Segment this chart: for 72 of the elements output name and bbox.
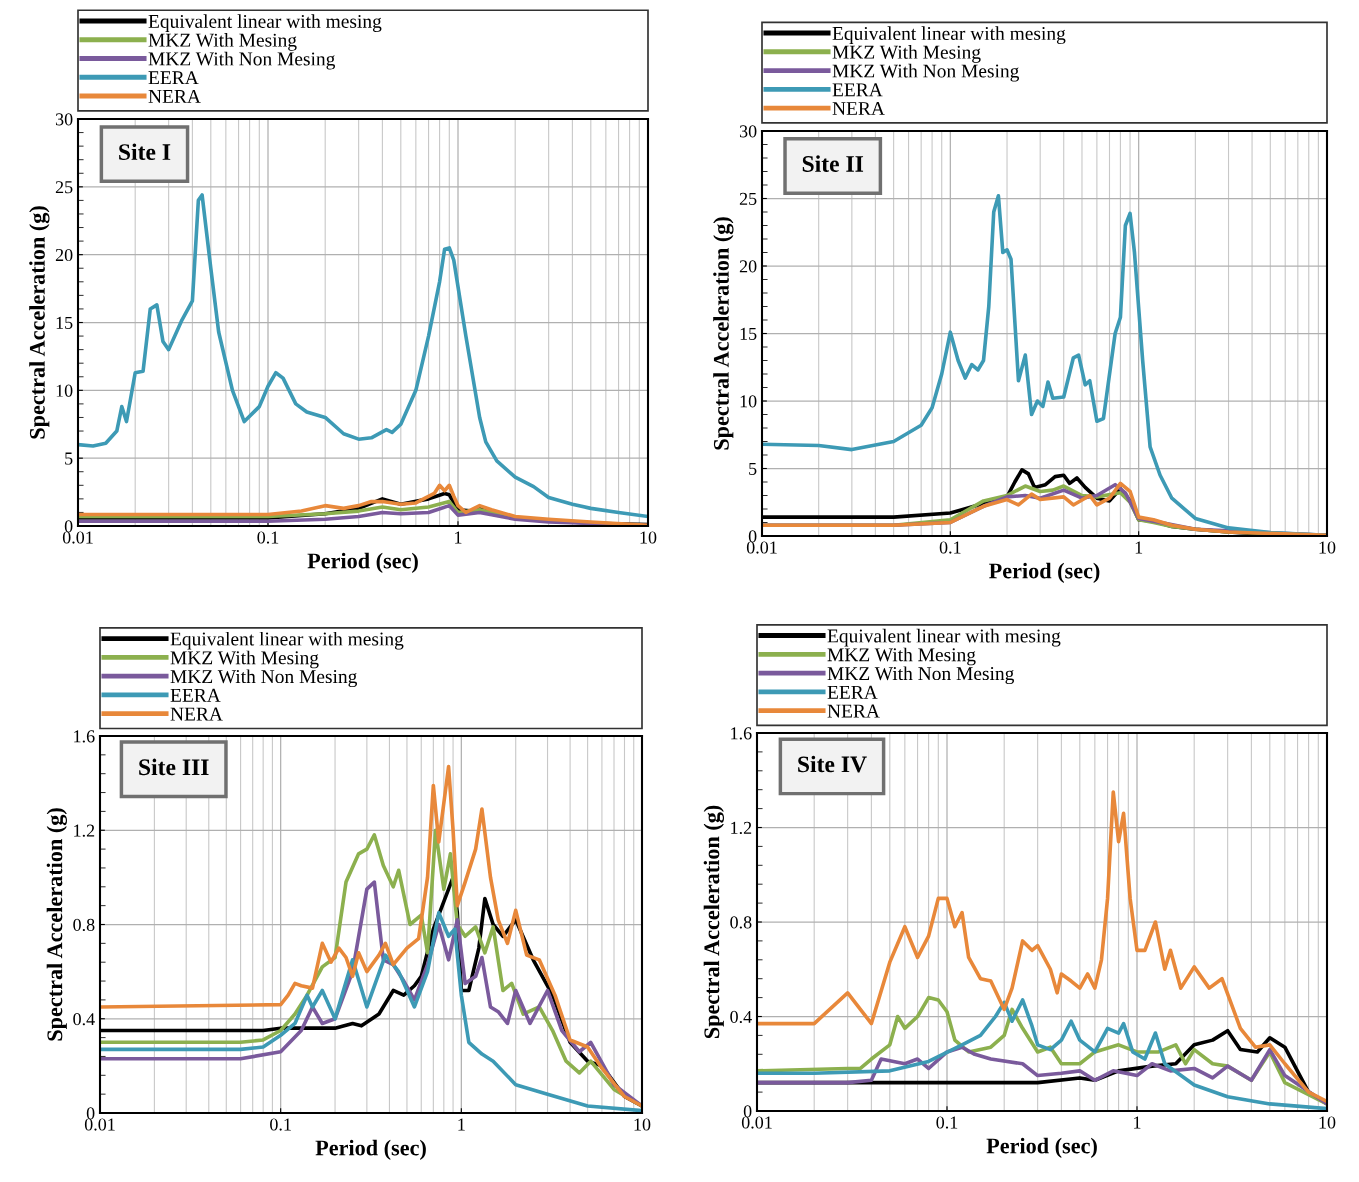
y-tick-label: 30: [739, 125, 757, 138]
y-axis-title: Spectral Acceleration (g): [713, 217, 734, 450]
legend-label: EERA: [832, 83, 883, 97]
y-tick-label: 0: [86, 1107, 95, 1120]
legend-label: EERA: [170, 688, 221, 702]
legend-label: MKZ With Mesing: [148, 33, 297, 51]
y-tick-label: 10: [56, 384, 73, 397]
y-tick-label: 5: [65, 452, 73, 465]
x-tick-label: 10: [1319, 541, 1336, 554]
legend-label: MKZ With Non Mesing: [832, 63, 1019, 82]
x-tick-label: 0.1: [939, 541, 961, 554]
x-tick-label: 0.1: [936, 1116, 958, 1129]
x-tick-label: 0.01: [746, 541, 777, 554]
legend-label: MKZ With Mesing: [827, 647, 976, 666]
annotation: Site I: [119, 143, 171, 161]
y-tick-label: 5: [749, 462, 757, 475]
y-tick-label: 0: [748, 530, 757, 543]
x-tick-label: 0.01: [741, 1116, 772, 1129]
annotation: Site II: [802, 155, 864, 172]
x-axis-title: Period (sec): [989, 562, 1100, 583]
y-tick-label: 0: [743, 1105, 752, 1118]
legend-label: EERA: [827, 685, 878, 699]
y-tick-label: 0.8: [73, 918, 95, 932]
y-axis-title: Spectral Acceleration (g): [29, 206, 50, 439]
annotation: Site IV: [798, 755, 867, 773]
legend-label: MKZ With Non Mesing: [170, 669, 357, 688]
x-tick-label: 0.1: [257, 531, 279, 544]
y-axis-title: Spectral Acceleration (g): [703, 805, 725, 1039]
x-tick-label: 10: [1319, 1116, 1336, 1129]
annotation: Site III: [139, 758, 209, 776]
y-tick-label: 15: [56, 316, 73, 329]
y-tick-label: 0.4: [73, 1013, 95, 1026]
legend-label: Equivalent linear with mesing: [827, 628, 1061, 647]
x-tick-label: 1: [455, 531, 462, 544]
y-tick-label: 30: [55, 113, 73, 126]
y-tick-label: 1.6: [74, 730, 95, 743]
x-axis-title: Period (sec): [986, 1137, 1097, 1158]
legend-label: NERA: [832, 102, 885, 115]
x-tick-label: 10: [640, 531, 657, 544]
y-tick-label: 0: [64, 520, 73, 533]
legend-label: Equivalent linear with mesing: [170, 631, 404, 650]
legend-label: Equivalent linear with mesing: [148, 14, 382, 32]
y-tick-label: 25: [739, 192, 757, 205]
x-tick-label: 1: [1134, 1116, 1141, 1129]
legend-label: MKZ With Non Mesing: [827, 666, 1014, 685]
legend-label: NERA: [148, 89, 201, 103]
y-tick-label: 25: [55, 181, 73, 194]
y-tick-label: 1.2: [731, 821, 752, 835]
legend-label: MKZ With Mesing: [170, 650, 319, 669]
legend-label: NERA: [170, 707, 223, 721]
y-tick-label: 10: [740, 395, 757, 408]
x-tick-label: 0.01: [62, 531, 93, 544]
legend-label: NERA: [827, 704, 880, 718]
y-axis-title: Spectral Acceleration (g): [46, 808, 68, 1041]
y-tick-label: 15: [740, 327, 757, 340]
y-tick-label: 0.8: [730, 916, 752, 929]
x-axis-title: Period (sec): [307, 552, 418, 573]
legend-label: MKZ With Non Mesing: [148, 51, 335, 70]
x-tick-label: 1: [1135, 541, 1143, 554]
legend-label: EERA: [148, 71, 199, 85]
y-tick-label: 20: [55, 248, 73, 262]
y-tick-label: 20: [739, 260, 757, 273]
x-tick-label: 0.1: [270, 1118, 291, 1131]
y-tick-label: 1.2: [74, 824, 95, 837]
x-axis-title: Period (sec): [315, 1139, 426, 1160]
y-tick-label: 0.4: [730, 1010, 752, 1024]
x-tick-label: 10: [634, 1118, 651, 1131]
x-tick-label: 0.01: [84, 1118, 115, 1131]
x-tick-label: 1: [458, 1118, 465, 1131]
y-tick-label: 1.6: [731, 727, 752, 740]
legend-label: MKZ With Mesing: [832, 45, 981, 63]
legend-label: Equivalent linear with mesing: [832, 26, 1066, 44]
